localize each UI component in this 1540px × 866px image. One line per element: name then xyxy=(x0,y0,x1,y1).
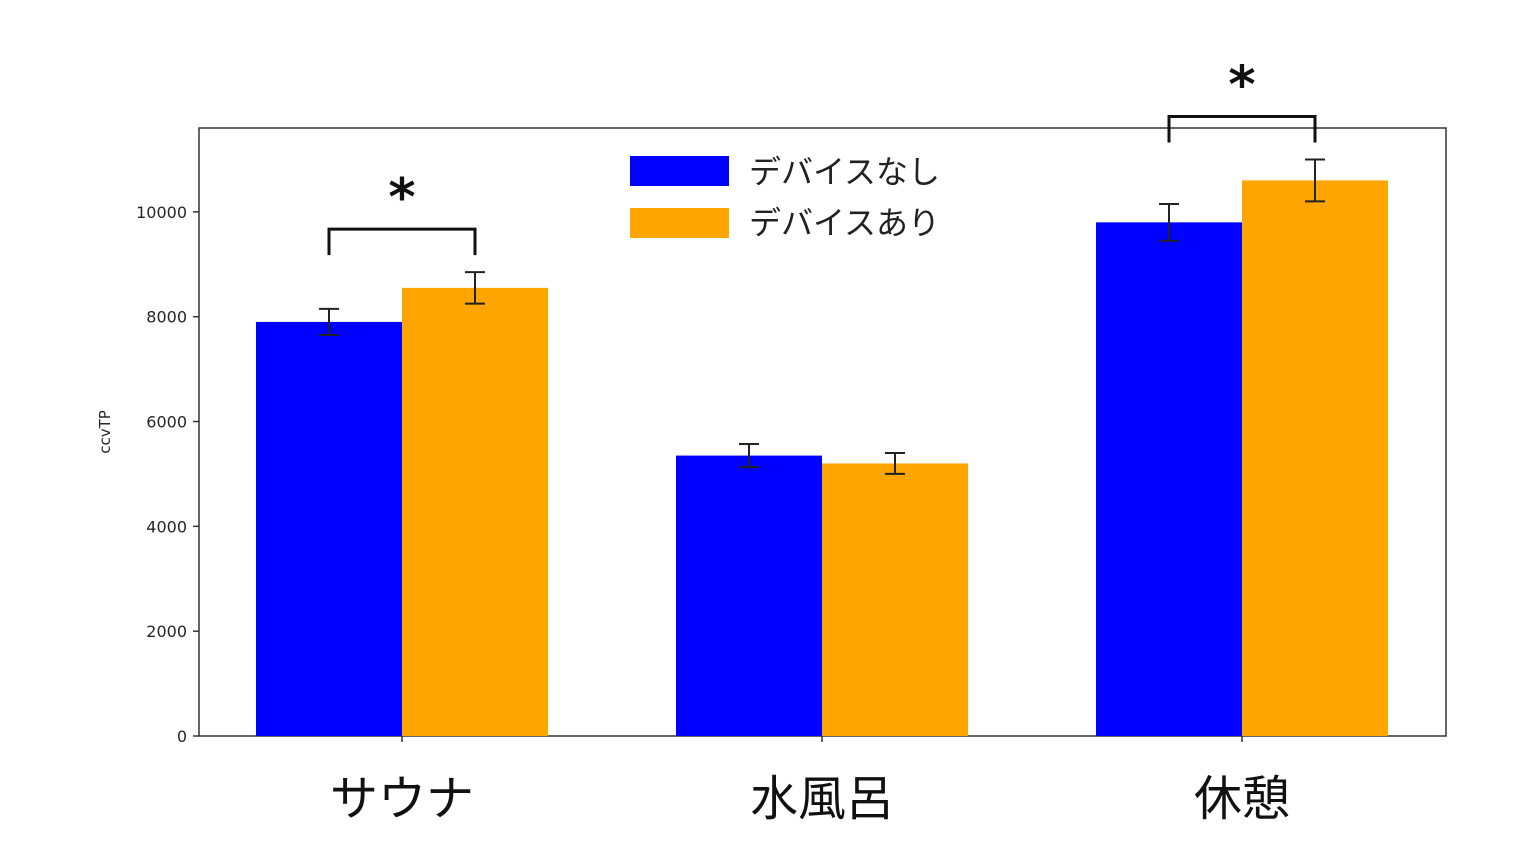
y-tick-label: 4000 xyxy=(146,517,187,536)
error-bar-2-1 xyxy=(465,271,485,305)
significance-bracket xyxy=(1167,114,1317,143)
y-axis-label: ccvTP xyxy=(96,410,114,454)
x-tick-label: 休憩 xyxy=(1194,771,1290,827)
bar-1-3 xyxy=(1096,222,1242,736)
error-bar-2-2 xyxy=(885,451,905,475)
legend-swatch-series-2 xyxy=(630,208,729,238)
bar-1-1 xyxy=(256,321,402,736)
significance-bracket xyxy=(327,227,477,256)
x-tick-label: 水風呂 xyxy=(750,771,894,827)
y-tick-label: 0 xyxy=(177,727,187,746)
legend-label-series-2: デバイスあり xyxy=(749,204,940,242)
y-tick-label: 6000 xyxy=(146,413,187,432)
bar-2-3 xyxy=(1242,180,1388,736)
significance-star: * xyxy=(1228,55,1255,115)
error-bar-1-3 xyxy=(1159,203,1179,242)
legend-label-series-1: デバイスなし xyxy=(749,153,940,191)
significance-star: * xyxy=(388,168,415,228)
bar-1-2 xyxy=(676,455,822,736)
error-bar-2-3 xyxy=(1305,158,1325,203)
error-bar-1-1 xyxy=(319,307,339,337)
bar-2-2 xyxy=(822,463,968,736)
x-tick-label: サウナ xyxy=(330,771,474,827)
legend-swatch-series-1 xyxy=(630,156,729,186)
y-tick-label: 10000 xyxy=(136,203,187,222)
legend: デバイスなし デバイスあり xyxy=(630,153,940,242)
y-tick-label: 2000 xyxy=(146,622,187,641)
bar-2-1 xyxy=(402,287,548,736)
y-tick-label: 8000 xyxy=(146,308,187,327)
error-bar-1-2 xyxy=(739,443,759,469)
